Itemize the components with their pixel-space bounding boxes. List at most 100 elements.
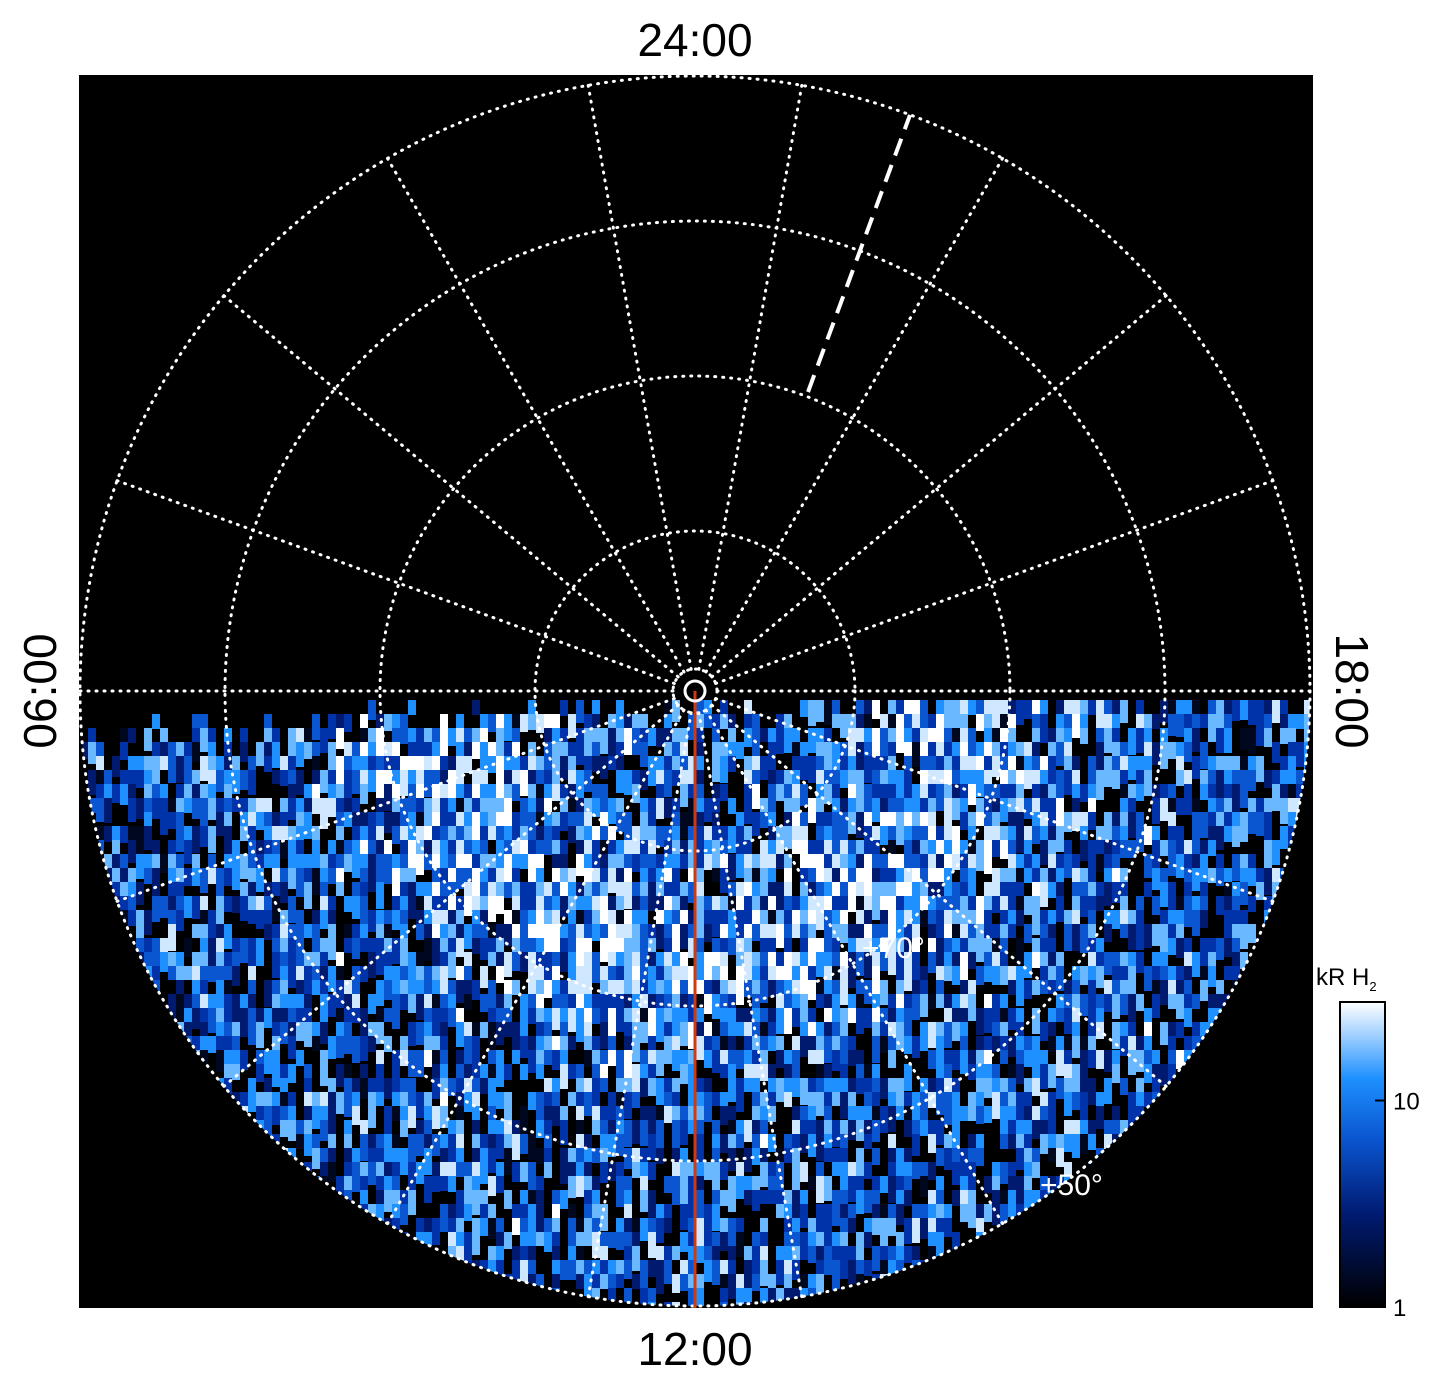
emission-cell bbox=[232, 840, 240, 863]
emission-cell bbox=[1168, 1064, 1176, 1084]
emission-cell bbox=[1152, 924, 1160, 946]
emission-cell bbox=[288, 1064, 296, 1083]
emission-cell bbox=[1152, 966, 1160, 991]
emission-cell bbox=[776, 854, 784, 869]
emission-cell bbox=[344, 1176, 352, 1193]
emission-cell bbox=[344, 1064, 352, 1081]
emission-cell bbox=[480, 1162, 488, 1184]
emission-cell bbox=[616, 1064, 624, 1087]
emission-cell bbox=[472, 1022, 480, 1041]
emission-cell bbox=[680, 1008, 688, 1024]
emission-cell bbox=[808, 756, 816, 783]
emission-cell bbox=[1192, 868, 1200, 891]
emission-cell bbox=[672, 910, 680, 935]
emission-cell bbox=[640, 1106, 648, 1133]
emission-cell bbox=[808, 1232, 816, 1251]
emission-cell bbox=[648, 1218, 656, 1238]
emission-cell bbox=[840, 1260, 848, 1279]
emission-cell bbox=[1112, 1120, 1120, 1144]
emission-cell bbox=[1128, 784, 1136, 798]
emission-cell bbox=[320, 1022, 328, 1044]
emission-cell bbox=[1152, 868, 1160, 890]
emission-cell bbox=[448, 784, 456, 808]
emission-cell bbox=[216, 952, 224, 970]
emission-cell bbox=[1032, 812, 1040, 833]
emission-cell bbox=[920, 1078, 928, 1095]
emission-cell bbox=[680, 1050, 688, 1068]
emission-cell bbox=[440, 1162, 448, 1188]
emission-cell bbox=[592, 1232, 600, 1258]
emission-cell bbox=[672, 1190, 680, 1205]
emission-cell bbox=[1096, 938, 1104, 965]
emission-cell bbox=[184, 966, 192, 980]
emission-cell bbox=[336, 812, 344, 827]
emission-cell bbox=[104, 770, 112, 791]
emission-cell bbox=[968, 1176, 976, 1199]
emission-cell bbox=[960, 798, 968, 813]
emission-cell bbox=[96, 756, 104, 774]
emission-cell bbox=[312, 1036, 320, 1051]
emission-cell bbox=[600, 1106, 608, 1125]
emission-cell bbox=[888, 826, 896, 843]
emission-cell bbox=[400, 952, 408, 972]
emission-cell bbox=[592, 1204, 600, 1228]
emission-cell bbox=[1256, 812, 1264, 836]
emission-cell bbox=[1248, 770, 1256, 791]
emission-cell bbox=[800, 994, 808, 1017]
emission-cell bbox=[472, 1148, 480, 1175]
emission-cell bbox=[648, 1260, 656, 1277]
emission-cell bbox=[672, 1246, 680, 1260]
emission-cell bbox=[424, 742, 432, 757]
emission-cell bbox=[624, 1232, 632, 1250]
emission-cell bbox=[728, 1218, 736, 1241]
emission-cell bbox=[432, 728, 440, 754]
emission-cell bbox=[504, 1134, 512, 1151]
emission-cell bbox=[1040, 826, 1048, 843]
emission-cell bbox=[616, 1050, 624, 1074]
emission-cell bbox=[832, 1022, 840, 1047]
emission-cell bbox=[520, 1190, 528, 1207]
emission-cell bbox=[832, 1120, 840, 1147]
emission-cell bbox=[648, 938, 656, 964]
emission-cell bbox=[512, 854, 520, 881]
hour-label: 12:00 bbox=[637, 1323, 752, 1375]
emission-cell bbox=[928, 812, 936, 834]
emission-cell bbox=[344, 812, 352, 827]
emission-cell bbox=[496, 1050, 504, 1074]
emission-cell bbox=[536, 798, 544, 823]
emission-cell bbox=[808, 980, 816, 1000]
emission-cell bbox=[904, 1120, 912, 1137]
emission-cell bbox=[1112, 812, 1120, 831]
emission-cell bbox=[720, 826, 728, 845]
emission-cell bbox=[1136, 952, 1144, 973]
emission-cell bbox=[328, 1078, 336, 1095]
emission-cell bbox=[760, 896, 768, 919]
emission-cell bbox=[992, 1204, 1000, 1225]
emission-cell bbox=[816, 770, 824, 796]
emission-cell bbox=[904, 1246, 912, 1263]
emission-cell bbox=[704, 1022, 712, 1048]
emission-cell bbox=[640, 1148, 648, 1164]
emission-cell bbox=[928, 1218, 936, 1235]
emission-cell bbox=[952, 1162, 960, 1185]
emission-cell bbox=[536, 714, 544, 733]
emission-cell bbox=[768, 826, 776, 841]
emission-cell bbox=[1168, 938, 1176, 955]
emission-cell bbox=[432, 1050, 440, 1075]
emission-cell bbox=[456, 798, 464, 813]
emission-cell bbox=[816, 1134, 824, 1161]
emission-cell bbox=[1048, 938, 1056, 952]
emission-cell bbox=[992, 1162, 1000, 1187]
emission-cell bbox=[1040, 910, 1048, 926]
emission-cell bbox=[880, 868, 888, 895]
emission-cell bbox=[632, 854, 640, 872]
emission-cell bbox=[1288, 798, 1296, 821]
emission-cell bbox=[336, 714, 344, 736]
emission-cell bbox=[504, 742, 512, 768]
emission-cell bbox=[584, 1148, 592, 1166]
emission-cell bbox=[744, 868, 752, 895]
emission-cell bbox=[680, 1274, 688, 1291]
emission-cell bbox=[752, 896, 760, 920]
emission-cell bbox=[952, 840, 960, 861]
emission-cell bbox=[984, 784, 992, 805]
